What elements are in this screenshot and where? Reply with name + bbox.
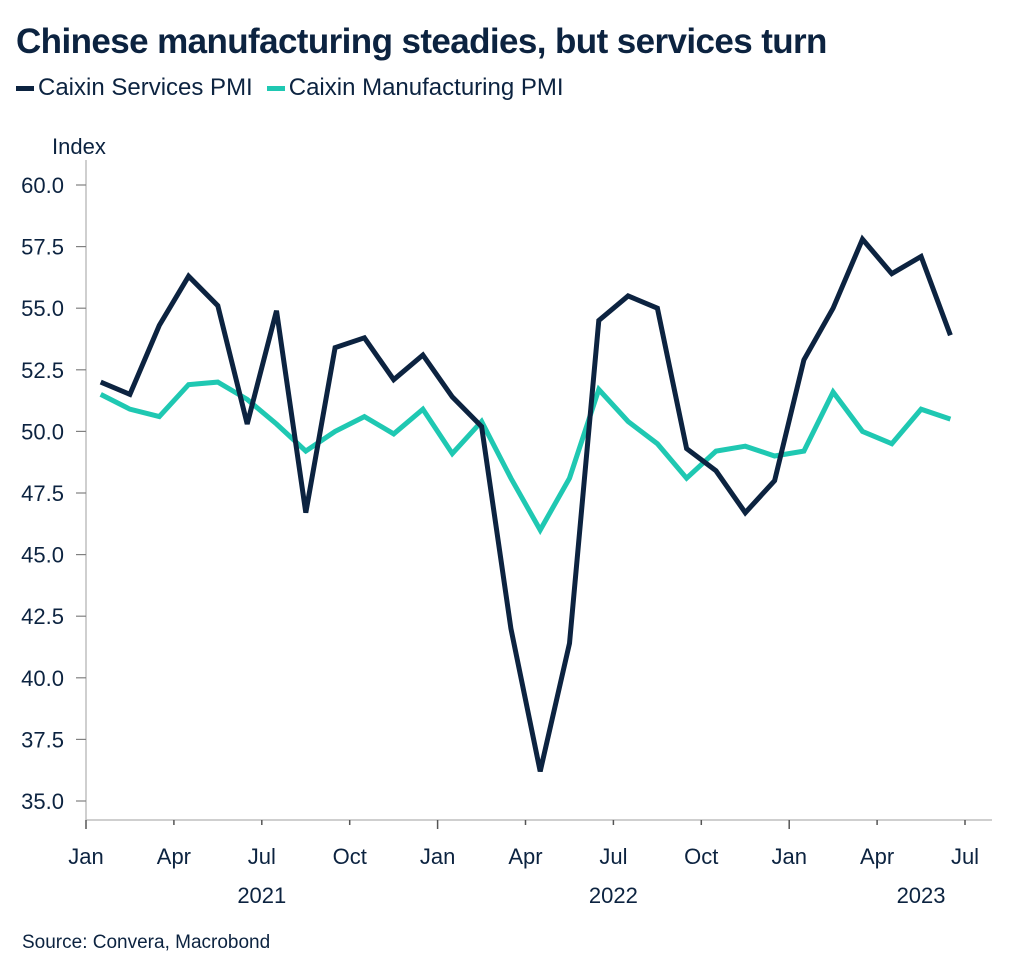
y-tick-label: 60.0 <box>21 173 64 198</box>
y-tick-label: 55.0 <box>21 296 64 321</box>
x-ticks: Jan Apr Jul Oct Jan Apr Jul Oct Jan Apr Jul 2021 202… <box>68 820 979 908</box>
x-tick-label: Jan <box>771 844 806 869</box>
legend-item-manufacturing: Caixin Manufacturing PMI <box>266 74 564 102</box>
y-tick-label: 47.5 <box>21 481 64 506</box>
x-tick-label: Oct <box>333 844 367 869</box>
legend-item-services: Caixin Services PMI <box>16 74 253 102</box>
x-year-label: 2022 <box>589 883 638 908</box>
x-tick-label: Apr <box>157 844 191 869</box>
x-year-label: 2021 <box>237 883 286 908</box>
source-note: Source: Convera, Macrobond <box>22 932 271 953</box>
y-tick-label: 45.0 <box>21 543 64 568</box>
chart-title: Chinese manufacturing steadies, but serv… <box>16 22 827 61</box>
x-tick-label: Jul <box>951 844 979 869</box>
legend-label-services: Caixin Services PMI <box>38 74 253 101</box>
x-tick-label: Jan <box>420 844 455 869</box>
x-tick-label: Oct <box>684 844 718 869</box>
y-tick-label: 52.5 <box>21 358 64 383</box>
y-tick-label: 40.0 <box>21 666 64 691</box>
y-tick-label: 37.5 <box>21 727 64 752</box>
series-line-manufacturing <box>99 379 952 536</box>
legend-swatch-services <box>16 85 34 91</box>
x-tick-label: Jul <box>248 844 276 869</box>
y-tick-label: 57.5 <box>21 235 64 260</box>
legend-swatch-manufacturing <box>266 85 285 91</box>
x-tick-label: Apr <box>860 844 894 869</box>
y-axis-label: Index <box>52 134 106 159</box>
y-tick-label: 50.0 <box>21 419 64 444</box>
series-lines <box>99 234 953 772</box>
y-ticks: 60.0 57.5 55.0 52.5 50.0 47.5 45.0 42.5 40.0 37.5… <box>21 173 86 814</box>
series-line-services <box>99 234 953 772</box>
x-tick-label: Jul <box>599 844 627 869</box>
y-tick-label: 35.0 <box>21 789 64 814</box>
legend-label-manufacturing: Caixin Manufacturing PMI <box>288 74 564 101</box>
x-tick-label: Apr <box>508 844 542 869</box>
x-year-label: 2023 <box>897 883 946 908</box>
axes <box>85 160 992 821</box>
x-tick-label: Jan <box>68 844 103 869</box>
y-tick-label: 42.5 <box>21 604 64 629</box>
legend: Caixin Services PMI Caixin Manufacturing… <box>16 74 578 102</box>
